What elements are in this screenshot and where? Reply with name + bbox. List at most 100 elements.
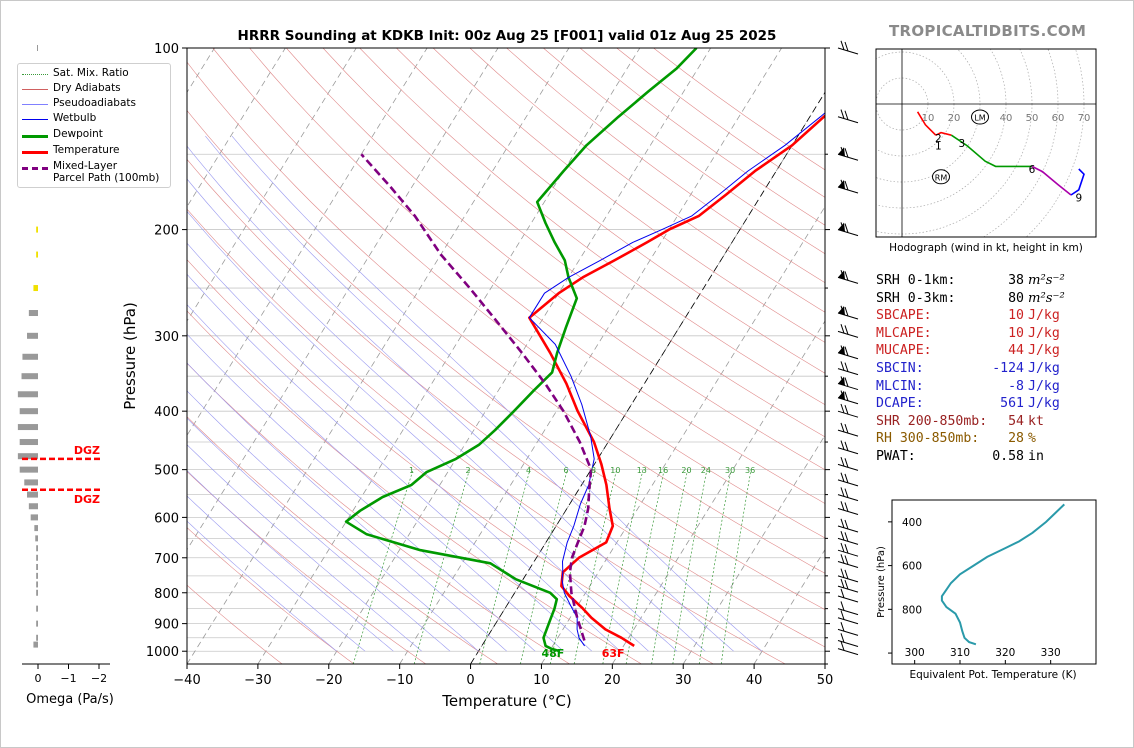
wind-barb — [837, 376, 859, 391]
dry-adiabat-line — [187, 208, 786, 664]
omega-bar — [33, 641, 38, 648]
isotherm-line — [611, 320, 825, 664]
wind-barb — [837, 554, 859, 568]
legend-swatch — [22, 135, 48, 138]
param-value: 10 — [1008, 308, 1024, 324]
param-row: RH 300-850mb: 28% — [876, 430, 1096, 448]
y-tick-label: 400 — [154, 405, 179, 420]
wind-barb-flag — [840, 222, 845, 232]
mixing-ratio-line — [549, 469, 596, 664]
wind-barb-flag — [844, 41, 849, 52]
x-tick-label: −30 — [244, 673, 271, 688]
x-tick-label: 40 — [746, 673, 763, 688]
x-tick-label: −20 — [315, 673, 342, 688]
mixing-ratio-line — [602, 469, 644, 664]
dry-adiabat-line — [396, 48, 825, 374]
param-label: SRH 0-1km: — [876, 273, 956, 288]
param-value: -8 — [1008, 378, 1024, 394]
wind-barb — [837, 588, 859, 603]
wind-barb — [837, 542, 859, 557]
wind-barb-flag — [844, 488, 849, 498]
wind-barb-flag — [844, 502, 849, 512]
omega-bar — [27, 332, 38, 339]
dry-adiabat-line — [187, 158, 825, 648]
wind-barb — [837, 578, 859, 593]
y-tick-label: 200 — [154, 224, 179, 239]
param-unit: m²s⁻² — [1028, 273, 1065, 288]
wind-barb-flag — [840, 390, 845, 400]
dry-adiabat-line — [187, 310, 642, 664]
omega-bar — [36, 605, 38, 612]
omega-bar — [36, 545, 38, 552]
dry-adiabat-line — [187, 259, 714, 664]
param-label: MLCIN: — [876, 378, 924, 394]
dry-adiabat-line — [322, 48, 825, 438]
x-tick-label: −10 — [386, 673, 413, 688]
x-tick-label: 30 — [675, 673, 692, 688]
wind-barb — [837, 641, 859, 656]
surface-temp-annotation: 48F — [541, 647, 564, 660]
wind-barb-flag — [840, 472, 845, 482]
wind-barb-staff — [837, 628, 859, 636]
wind-barb — [837, 456, 859, 471]
mixing-ratio-line — [413, 469, 470, 664]
mixing-ratio-line — [352, 469, 414, 664]
legend-label: Temperature — [53, 144, 120, 156]
wind-barb-flag — [840, 345, 845, 355]
legend-entry: Dry Adiabats — [18, 82, 170, 96]
x-tick-label: −40 — [173, 673, 200, 688]
x-tick-label: 20 — [604, 673, 621, 688]
wind-barb — [837, 345, 859, 360]
wind-barb — [837, 109, 859, 124]
isotherm-line — [328, 48, 712, 664]
omega-bar — [36, 251, 38, 258]
param-unit: m²s⁻² — [1028, 290, 1065, 306]
wind-barb-flag — [844, 519, 849, 530]
omega-axis-label: Omega (Pa/s) — [26, 692, 114, 707]
wind-barb-flag — [840, 109, 845, 119]
legend-entry: Mixed-Layer Parcel Path (100mb) — [18, 160, 170, 184]
wind-barb-flag — [844, 362, 849, 372]
param-row: SBCIN: -124 J/kg — [876, 360, 1096, 378]
pseudoadiabat-line — [187, 520, 337, 652]
wind-barb-flag — [840, 610, 845, 620]
wind-barb-staff — [837, 595, 859, 603]
omega-bar — [17, 453, 38, 460]
wind-barb — [837, 622, 859, 636]
param-row: SRH 0-1km: 38 m²s⁻² — [876, 272, 1096, 290]
wind-barb-flag — [844, 325, 849, 335]
dry-adiabat-line — [187, 527, 355, 664]
wind-barb-flag — [844, 271, 849, 281]
param-unit: in — [1028, 448, 1044, 464]
legend-label: Wetbulb — [53, 112, 97, 124]
y-tick-label: 700 — [154, 552, 179, 567]
wind-barb — [837, 472, 859, 487]
wind-barb-flag — [840, 456, 845, 467]
param-label: SHR 200-850mb: — [876, 413, 988, 429]
pseudoadiabat-line — [187, 390, 479, 652]
omega-bar — [19, 408, 38, 415]
wind-barb-flag — [844, 579, 849, 590]
wind-barb-flag — [844, 405, 849, 415]
wind-barb-flag — [844, 391, 849, 401]
x-tick-label: 10 — [533, 673, 550, 688]
param-label: SBCIN: — [876, 360, 924, 376]
x-tick-label: 0 — [466, 673, 474, 688]
param-unit: J/kg — [1028, 325, 1060, 341]
param-value: 38 — [1008, 273, 1024, 288]
wind-barb-flag — [844, 180, 849, 191]
omega-bar — [36, 634, 38, 641]
isotherm-line — [0, 48, 2, 664]
legend-swatch — [22, 89, 48, 90]
surface-temp-annotation: 63F — [602, 647, 625, 660]
mixing-ratio-label: 30 — [725, 466, 735, 475]
legend-label: Dewpoint — [53, 128, 103, 140]
wind-barb-flag — [840, 633, 845, 643]
series-mixed-layer-parcel-path-100mb — [360, 153, 593, 641]
mixing-ratio-line — [672, 469, 708, 664]
legend-entry: Dewpoint — [18, 128, 170, 142]
legend-swatch — [22, 151, 48, 154]
wind-barb-staff — [837, 648, 859, 656]
legend-swatch — [22, 104, 48, 105]
param-unit: kt — [1028, 413, 1044, 429]
